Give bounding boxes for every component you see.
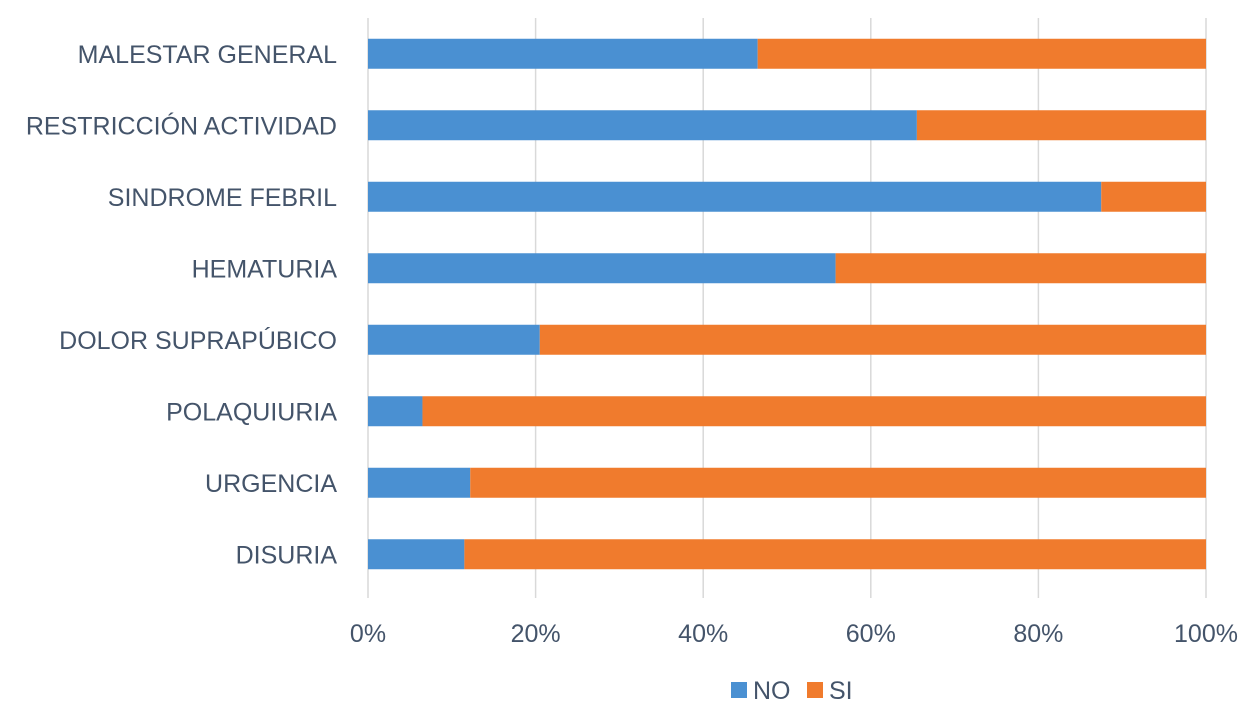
bar-segment-no [368,539,465,570]
category-label: HEMATURIA [192,255,338,283]
bar-segment-si [539,324,1206,355]
legend-label-si: SI [829,677,853,705]
category-label: SINDROME FEBRIL [108,184,337,212]
category-label: RESTRICCIÓN ACTIVIDAD [26,111,337,140]
x-tick-label: 20% [511,620,561,648]
bar-segment-si [835,253,1206,284]
bar-segment-si [757,38,1206,69]
gridlines [367,18,1207,598]
legend: NO SI [731,677,853,705]
legend-label-no: NO [753,677,791,705]
category-labels: MALESTAR GENERAL RESTRICCIÓN ACTIVIDAD SIN… [26,41,337,570]
category-label: URGENCIA [205,470,337,498]
x-tick-label: 80% [1013,620,1063,648]
bar-segment-no [368,324,540,355]
legend-swatch-no [731,682,747,698]
x-tick-label: 40% [678,620,728,648]
bar-segment-no [368,253,836,284]
bar-segment-no [368,467,471,498]
bar-segment-no [368,181,1102,212]
x-tick-label: 60% [846,620,896,648]
bar-segment-no [368,110,917,141]
bar-segment-si [1101,181,1206,212]
category-label: DISURIA [236,541,338,569]
category-label: POLAQUIURIA [166,398,337,426]
category-label: MALESTAR GENERAL [78,41,337,69]
bar-segment-si [422,396,1207,427]
x-tick-label: 0% [350,620,386,648]
bar-segment-si [464,539,1206,570]
bar-segment-si [470,467,1207,498]
x-tick-label: 100% [1174,620,1238,648]
bars [368,38,1207,570]
bar-segment-no [368,396,423,427]
bar-segment-no [368,38,758,69]
category-label: DOLOR SUPRAPÚBICO [59,326,337,355]
bar-segment-si [916,110,1206,141]
x-axis-tick-labels: 0% 20% 40% 60% 80% 100% [350,620,1238,648]
legend-swatch-si [807,682,823,698]
